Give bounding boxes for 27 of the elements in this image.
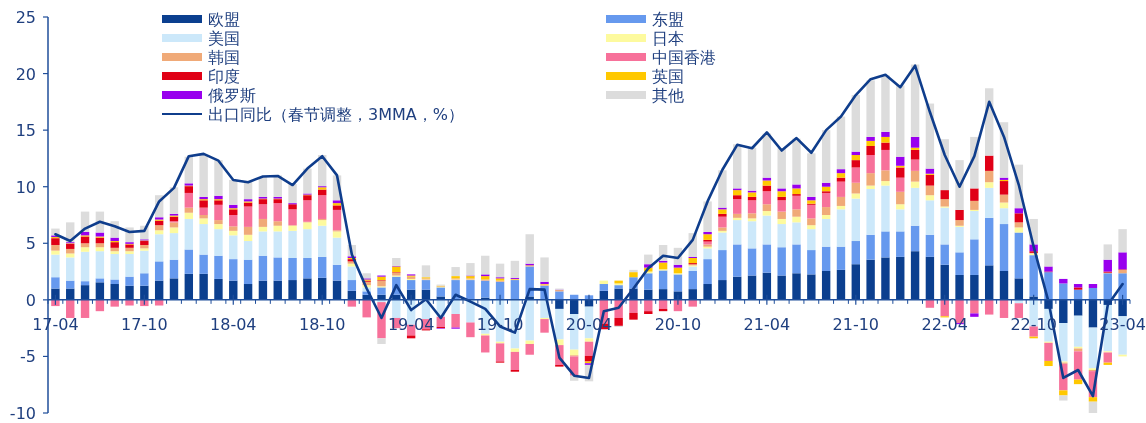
legend-label: 美国 <box>208 29 240 48</box>
y-tick-label: 10 <box>15 177 36 197</box>
legend-label: 出口同比（春节调整，3MMA，%） <box>208 105 464 124</box>
x-tick-label: 19-04 <box>387 314 435 334</box>
y-tick-label: -10 <box>9 404 36 423</box>
legend-label: 俄罗斯 <box>208 86 256 105</box>
y-tick-label: 25 <box>15 8 36 27</box>
legend-label: 印度 <box>208 67 240 86</box>
legend-label: 日本 <box>652 29 684 48</box>
x-tick-label: 18-04 <box>210 314 257 334</box>
legend-label: 欧盟 <box>208 10 240 29</box>
x-tick-label: 18-10 <box>298 314 346 334</box>
y-tick-label: 15 <box>15 121 36 141</box>
legend-label: 英国 <box>652 67 684 86</box>
x-tick-label: 17-10 <box>121 314 168 334</box>
legend-label: 其他 <box>652 86 684 105</box>
legend-label: 中国香港 <box>652 48 716 67</box>
legend-label: 韩国 <box>208 48 240 67</box>
x-tick-label: 21-10 <box>832 314 880 334</box>
x-tick-label: 22-04 <box>921 314 968 334</box>
x-tick-label: 21-04 <box>743 314 791 334</box>
y-tick-label: -5 <box>20 347 36 367</box>
y-tick-label: 5 <box>25 234 36 254</box>
y-tick-label: 20 <box>15 64 36 84</box>
legend-label: 东盟 <box>652 10 684 29</box>
y-tick-label: 0 <box>25 290 36 310</box>
x-tick-label: 20-10 <box>654 314 702 334</box>
